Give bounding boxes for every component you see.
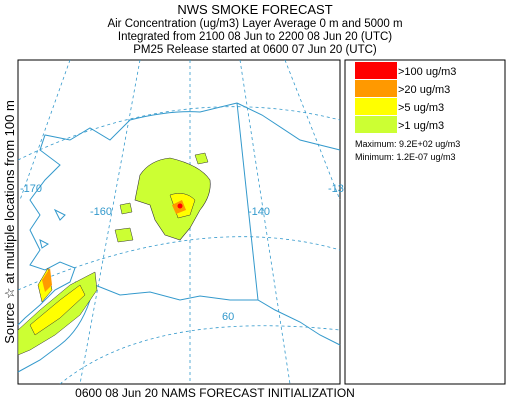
coastline	[17, 119, 131, 326]
legend-swatch	[355, 62, 397, 79]
title: NWS SMOKE FORECAST	[177, 2, 332, 17]
legend: Maximum: 9.2E+02 ug/m3 Minimum: 1.2E-07 …	[344, 59, 506, 385]
legend-swatch	[355, 80, 397, 97]
graticule	[79, 59, 141, 385]
map: -170 -160 -140 -130 60	[17, 59, 350, 385]
subtitle: Air Concentration (ug/m3) Layer Average …	[107, 18, 402, 30]
graticule-label: -170	[20, 183, 42, 195]
graticule	[19, 59, 71, 201]
legend-label: >5 ug/m3	[398, 102, 444, 114]
graticule	[17, 106, 341, 161]
legend-label: >1 ug/m3	[398, 120, 444, 132]
graticule	[59, 325, 341, 385]
legend-minimum: Minimum: 1.2E-07 ug/m3	[355, 152, 456, 162]
legend-label: >100 ug/m3	[398, 66, 456, 78]
footer: 0600 08 Jun 20 NAMS FORECAST INITIALIZAT…	[75, 386, 355, 400]
island	[39, 208, 66, 249]
coastline	[74, 281, 341, 346]
legend-label: >20 ug/m3	[398, 84, 450, 96]
subtitle: Integrated from 2100 08 Jun to 2200 08 J…	[118, 31, 392, 43]
graticule	[284, 59, 341, 201]
graticule	[17, 236, 341, 291]
legend-swatch	[355, 116, 397, 133]
border	[236, 102, 259, 301]
coastline	[17, 299, 91, 373]
graticule-label: -160	[90, 206, 112, 218]
source-label: Source ☆ at multiple locations from 100 …	[2, 100, 17, 344]
subtitle: PM25 Release started at 0600 07 Jun 20 (…	[133, 44, 377, 56]
coastline	[129, 102, 341, 151]
graticule	[239, 59, 291, 385]
graticule-label: -140	[248, 206, 270, 218]
legend-maximum: Maximum: 9.2E+02 ug/m3	[355, 139, 460, 149]
smoke-area	[42, 268, 52, 292]
graticule-label: 60	[222, 311, 234, 323]
smoke-area	[177, 203, 183, 209]
smoke-area	[114, 152, 209, 243]
legend-swatch	[355, 98, 397, 115]
